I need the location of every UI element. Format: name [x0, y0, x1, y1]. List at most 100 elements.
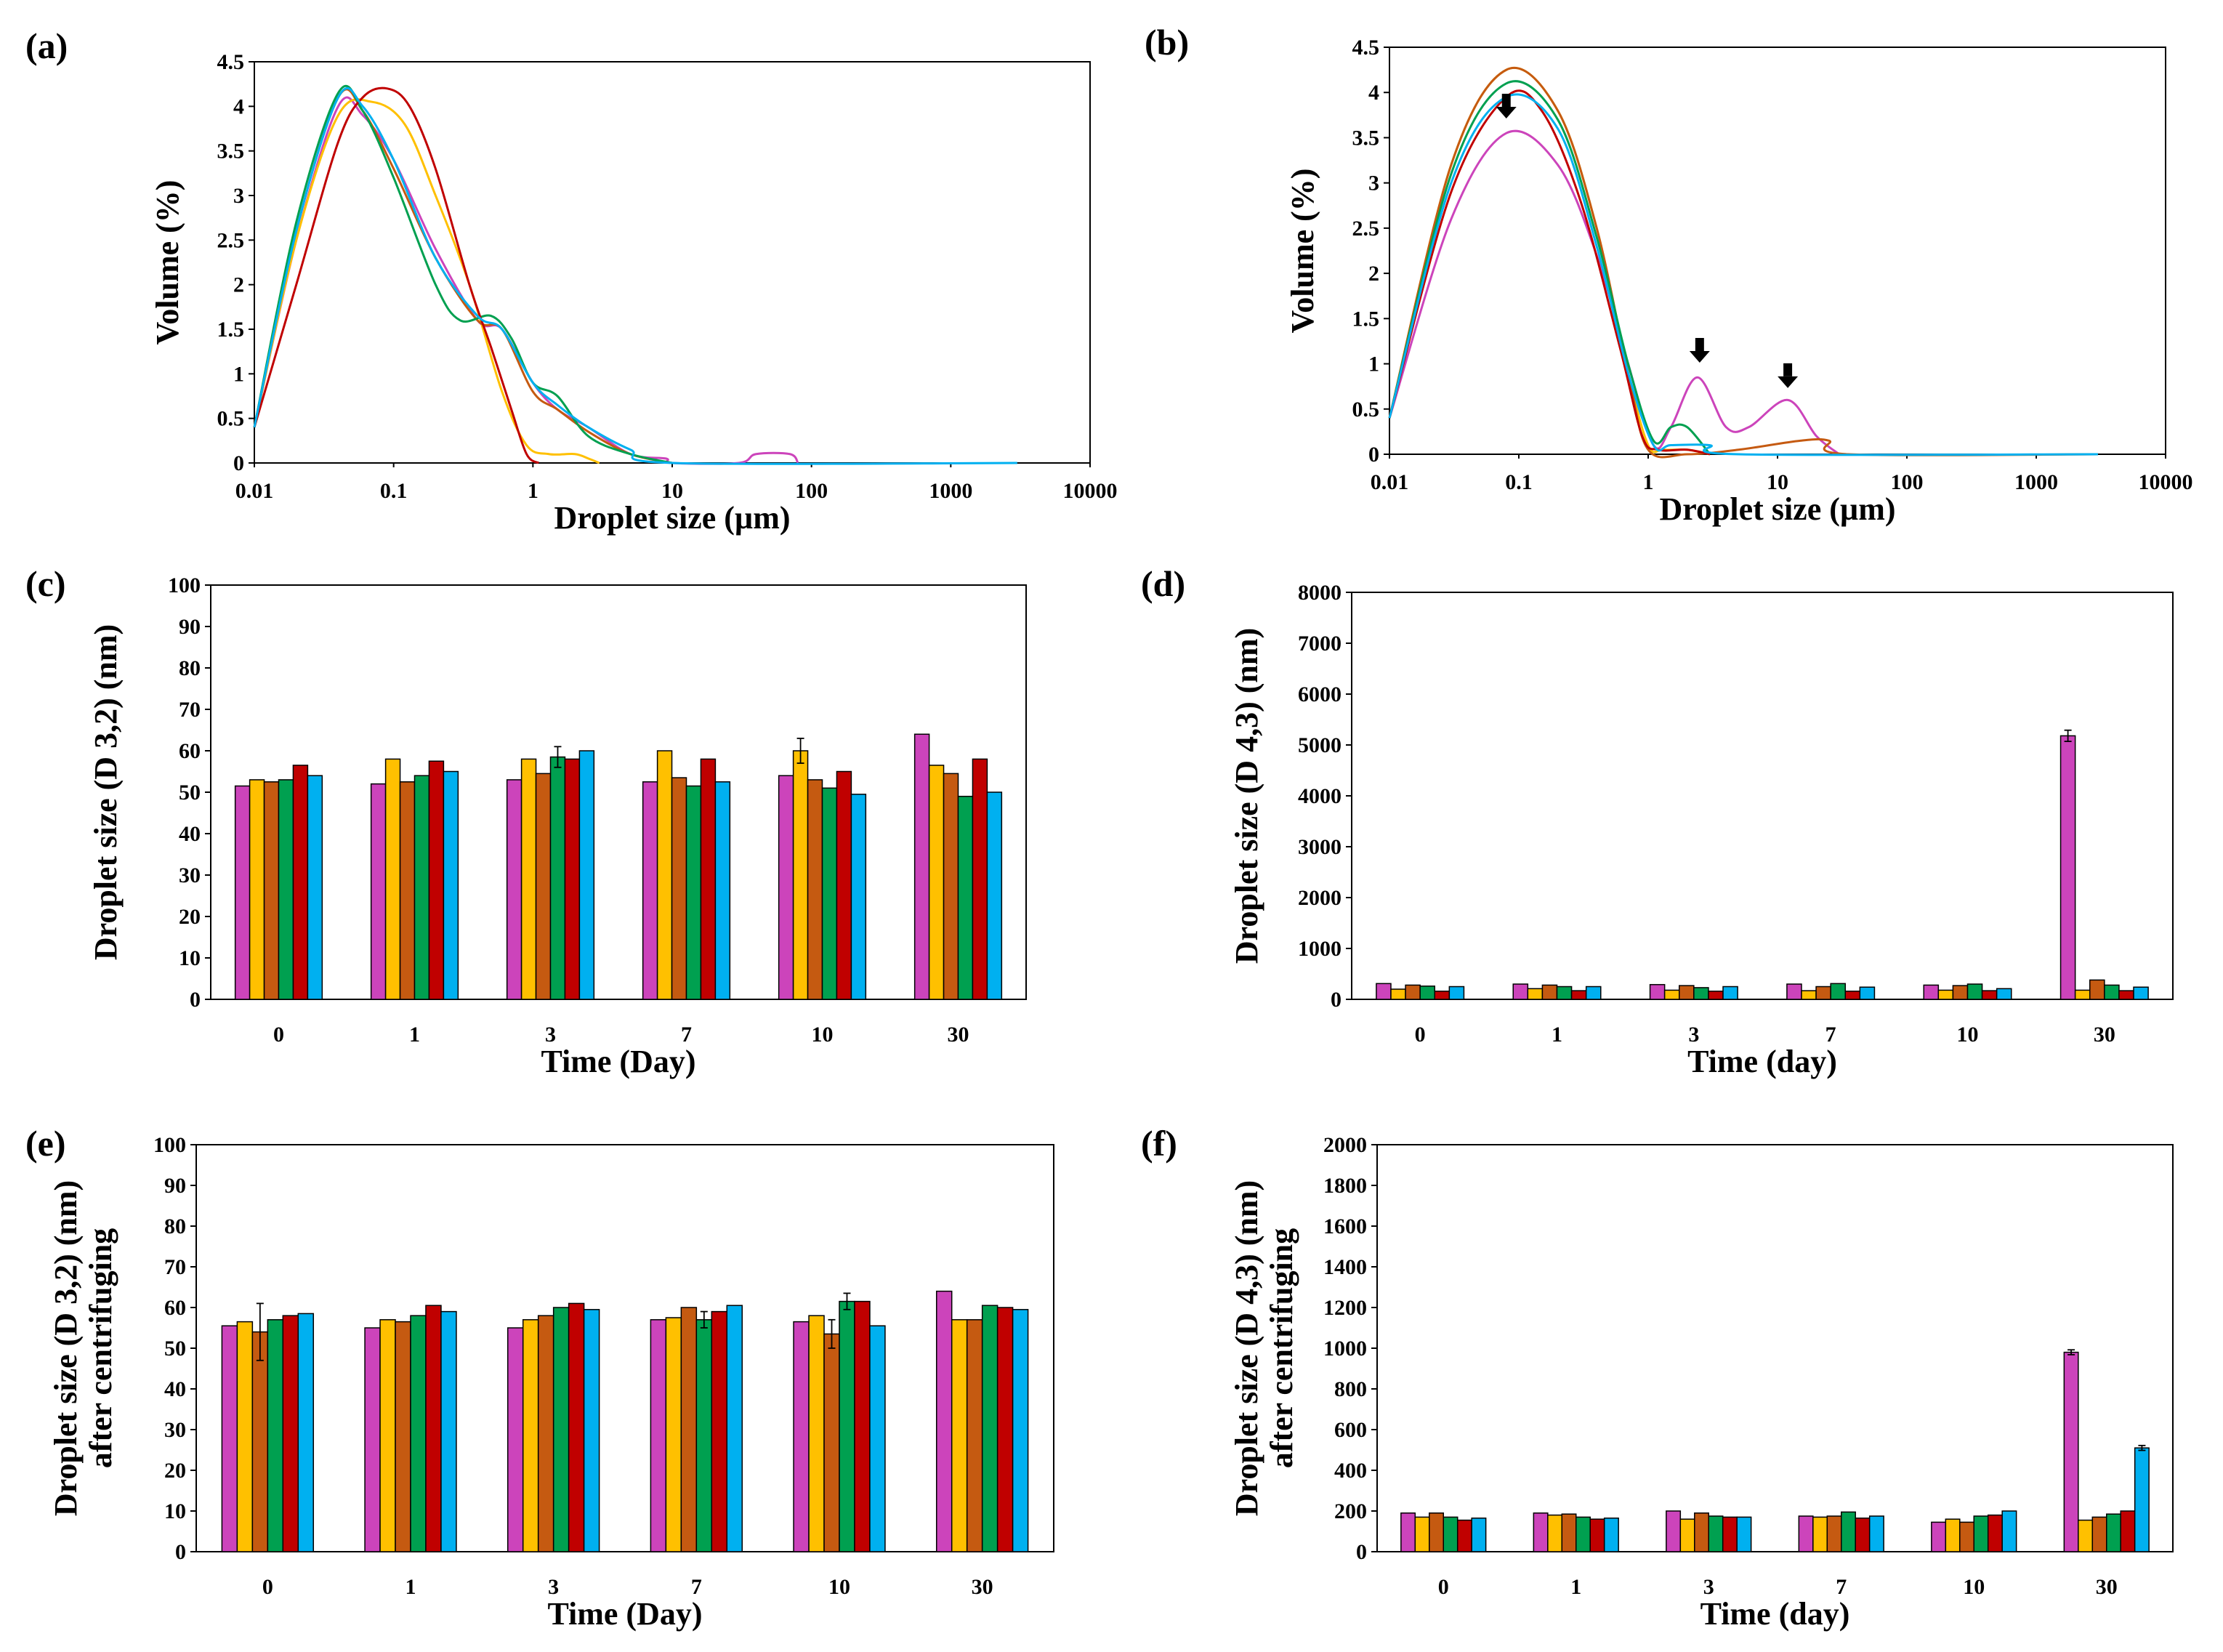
series-line-a-1	[253, 98, 600, 464]
bar-f-s0-c3	[1798, 1515, 1814, 1552]
x-tick-label: 30	[2096, 1575, 2118, 1599]
y-tick-label: 0	[233, 451, 244, 475]
bar-e-s5-c4	[869, 1325, 886, 1552]
bar-c-s4-c2	[564, 758, 581, 1000]
x-tick-label: 1000	[2014, 470, 2058, 494]
y-tick-label: 80	[164, 1214, 186, 1238]
y-tick-label: 50	[164, 1337, 186, 1361]
panel-label-d: (d)	[1141, 563, 1185, 604]
y-tick-label: 6000	[1298, 682, 1342, 706]
x-tick-label: 100	[1891, 470, 1924, 494]
bar-d-s0-c1	[1512, 983, 1529, 1000]
y-tick-label: 3	[233, 184, 244, 208]
bar-e-s2-c2	[537, 1315, 554, 1552]
y-tick-label: 0.5	[1352, 398, 1380, 422]
bar-f-s0-c0	[1400, 1512, 1416, 1552]
bar-f-s1-c4	[1945, 1518, 1961, 1552]
panel-b: (b) 0 0.5 1 1.5 2 2.5 3 3.5 4 4.5 Volume (%) 0.01 0.1…	[1145, 22, 2193, 527]
x-tick-label: 100	[795, 479, 828, 503]
bar-d-s3-c1	[1556, 986, 1573, 1000]
plot-frame-a	[254, 61, 1091, 464]
bar-d-s1-c2	[1663, 989, 1680, 1000]
bar-d-s4-c3	[1844, 991, 1861, 1000]
y-tick-label: 0	[1356, 1540, 1367, 1564]
x-tick-label: 1	[406, 1575, 416, 1599]
bar-d-s5-c4	[1996, 988, 2012, 1000]
arrow-annotation-icon	[1778, 363, 1799, 388]
y-tick-label: 1200	[1323, 1296, 1367, 1320]
bar-d-s1-c1	[1527, 988, 1544, 1000]
bar-c-s1-c4	[792, 750, 809, 1000]
x-tick-label: 0	[273, 1023, 284, 1047]
y-tick-label: 8000	[1298, 581, 1342, 605]
series-line-a-0	[253, 96, 799, 465]
bar-e-s0-c4	[793, 1321, 810, 1552]
bar-e-s5-c3	[726, 1305, 743, 1552]
series-line-a-4	[253, 86, 540, 464]
y-tick-label: 200	[1334, 1499, 1367, 1523]
bar-f-s5-c3	[1868, 1515, 1884, 1552]
y-tick-label: 600	[1334, 1418, 1367, 1442]
x-axis-label: Time (day)	[1700, 1596, 1850, 1632]
x-tick-label: 10	[661, 479, 683, 503]
bar-d-s0-c5	[2059, 735, 2076, 1000]
bar-e-s4-c5	[996, 1307, 1014, 1552]
y-tick-label: 90	[164, 1174, 186, 1198]
panel-label-b: (b)	[1145, 22, 1189, 63]
y-tick-label: 2.5	[217, 228, 245, 252]
bar-c-s5-c0	[307, 775, 323, 1000]
bar-e-s0-c1	[364, 1327, 381, 1552]
bar-f-s0-c4	[1931, 1521, 1947, 1552]
bar-f-s1-c2	[1679, 1518, 1695, 1552]
bar-c-s5-c5	[986, 791, 1003, 1000]
bar-c-s4-c1	[428, 760, 445, 1000]
y-tick-label: 3.5	[217, 140, 245, 164]
y-tick-label: 1.5	[1352, 307, 1380, 331]
y-tick-label: 2000	[1298, 886, 1342, 910]
bar-c-s0-c3	[642, 781, 658, 1000]
bar-f-s1-c1	[1547, 1514, 1563, 1552]
bar-c-s2-c3	[671, 777, 687, 1000]
x-tick-label: 1	[409, 1023, 420, 1047]
x-tick-label: 3	[1688, 1023, 1699, 1047]
bar-c-s0-c5	[913, 733, 930, 1000]
bar-c-s1-c0	[249, 779, 265, 1000]
y-tick-label: 40	[179, 822, 201, 846]
bar-e-s4-c1	[425, 1305, 442, 1552]
error-bar-d-0	[2064, 729, 2072, 742]
error-bar-f-1	[2138, 1444, 2146, 1451]
bar-c-s3-c1	[413, 775, 430, 1000]
x-tick-label: 7	[1836, 1575, 1847, 1599]
bar-e-s3-c5	[981, 1305, 998, 1552]
bar-f-s1-c0	[1414, 1516, 1430, 1552]
series-line-b-5	[1388, 93, 2098, 456]
bar-d-s4-c0	[1434, 991, 1451, 1000]
bar-d-s5-c0	[1448, 986, 1465, 1000]
y-tick-label: 400	[1334, 1459, 1367, 1483]
y-tick-label: 2000	[1323, 1133, 1367, 1157]
bar-c-s5-c1	[443, 770, 459, 1000]
bar-d-s2-c4	[1952, 985, 1969, 1000]
bar-f-s4-c5	[2120, 1510, 2136, 1552]
bar-f-s2-c3	[1826, 1515, 1842, 1552]
error-bar-e-3	[700, 1310, 708, 1329]
bar-c-s2-c1	[399, 781, 416, 1000]
bar-f-s3-c1	[1576, 1516, 1591, 1552]
bar-d-s2-c3	[1815, 986, 1831, 1000]
y-axis-label: Droplet size (D 3,2) (nm)	[48, 1180, 84, 1516]
bar-f-s2-c1	[1561, 1513, 1577, 1552]
bar-f-s1-c5	[2078, 1519, 2094, 1552]
bar-e-s5-c0	[297, 1313, 315, 1552]
bar-f-s4-c1	[1589, 1518, 1605, 1552]
bar-e-s3-c1	[410, 1315, 427, 1552]
bar-c-s3-c5	[957, 795, 974, 1000]
y-tick-label: 30	[179, 863, 201, 887]
bar-c-s4-c0	[292, 765, 309, 1000]
x-tick-label: 7	[691, 1575, 702, 1599]
bar-d-s4-c1	[1570, 990, 1587, 1000]
bar-e-s1-c2	[522, 1319, 539, 1552]
bar-d-s3-c4	[1966, 983, 1983, 1000]
bar-e-s5-c2	[583, 1309, 600, 1552]
y-tick-label: 100	[168, 573, 201, 597]
